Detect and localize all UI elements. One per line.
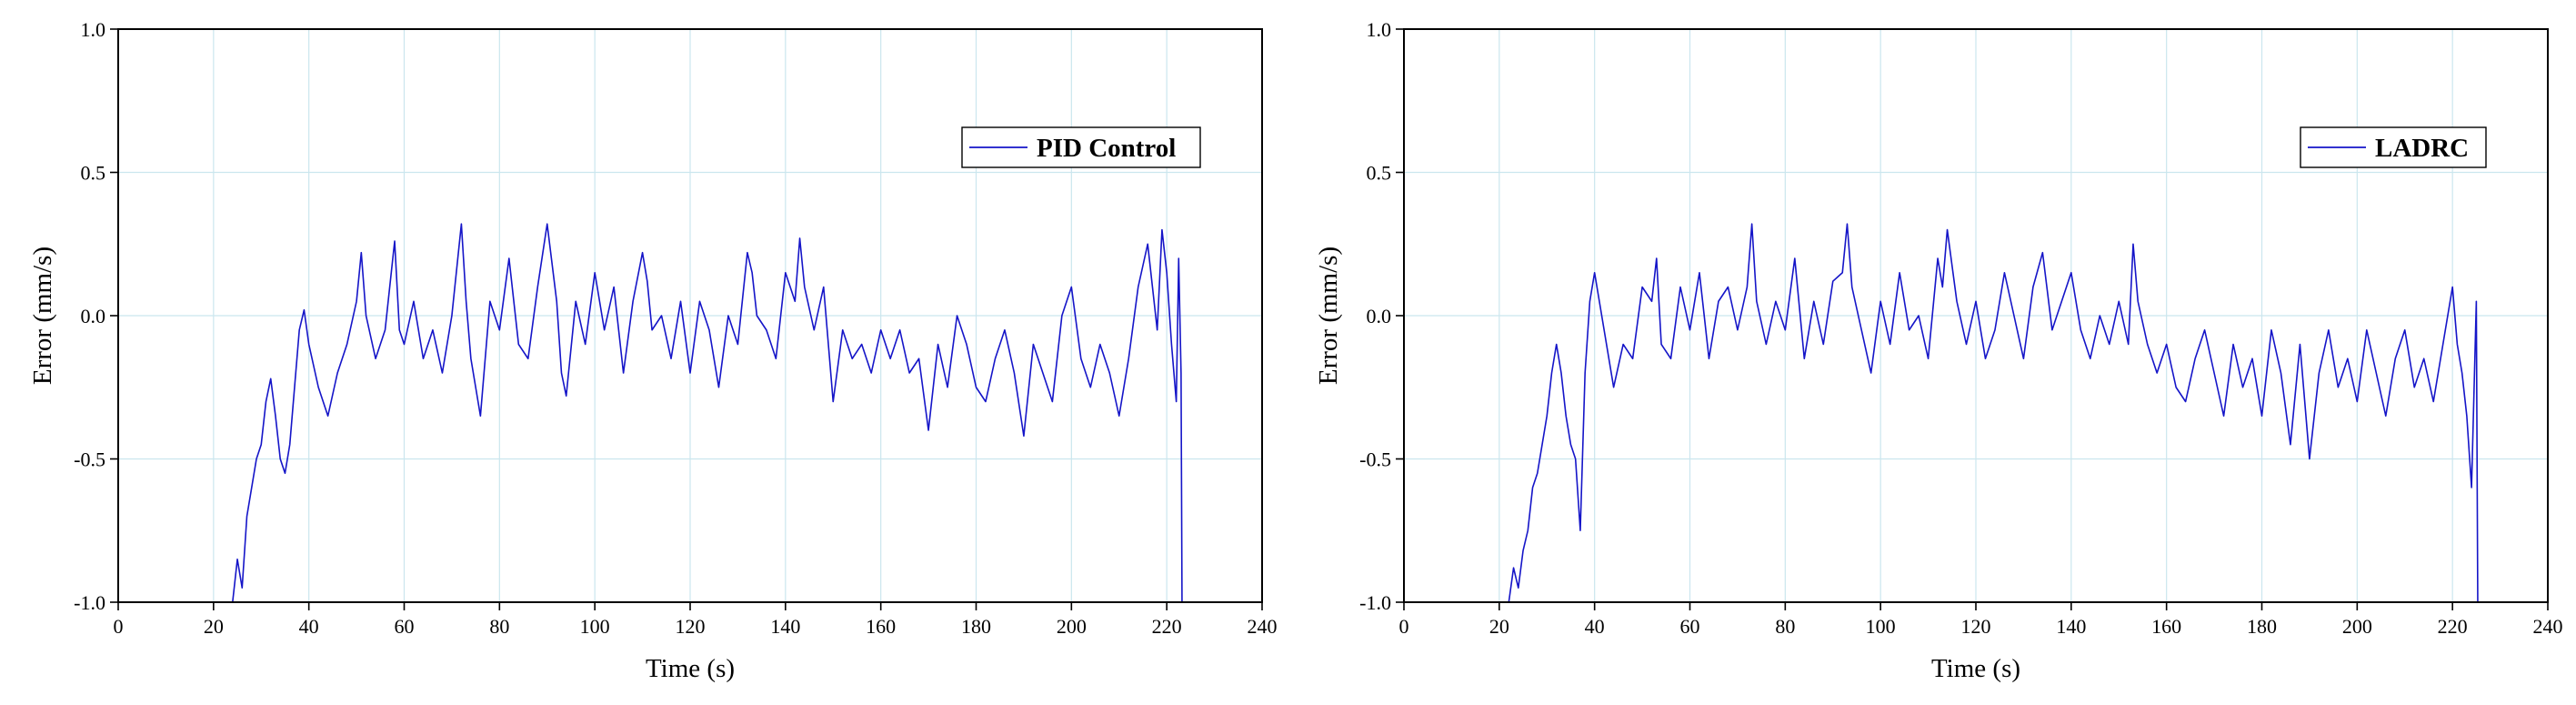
x-tick-label: 140 [2056,615,2086,638]
x-tick-label: 120 [676,615,706,638]
x-axis-title: Time (s) [646,654,735,683]
x-tick-label: 140 [770,615,800,638]
y-axis-title: Error (mm/s) [1314,247,1343,385]
x-tick-label: 80 [1775,615,1795,638]
chart-panel-1: 0 20 40 60 80 100 120 140 160 180 200 220 240 -1.0 -0.… [28,18,1278,683]
x-tick-label: 0 [114,615,124,638]
y-tick-label: 0.5 [1367,162,1392,185]
x-tick-label: 160 [866,615,896,638]
y-tick-label: 1.0 [1367,18,1392,41]
x-tick-label: 20 [204,615,224,638]
x-tick-label: 240 [1248,615,1278,638]
y-tick-label: 0.0 [1367,305,1392,327]
series-line-1 [232,223,1183,603]
y-tick-label: -1.0 [1359,591,1391,614]
x-tick-label: 200 [2342,615,2372,638]
y-tick-label: -1.0 [74,591,105,614]
x-axis-title: Time (s) [1931,654,2020,683]
y-axis-title: Error (mm/s) [28,247,57,385]
series-line-2 [1508,223,2479,603]
x-tick-label: 40 [1585,615,1605,638]
y-tick-label: -0.5 [74,448,105,471]
legend-label: PID Control [1037,134,1176,163]
x-tick-label: 200 [1057,615,1087,638]
y-tick-label: 0.0 [81,305,106,327]
x-tick-label: 180 [961,615,991,638]
x-tick-label: 60 [1680,615,1700,638]
x-tick-label: 40 [299,615,319,638]
y-tick-label: 0.5 [81,162,106,185]
x-tick-label: 100 [1866,615,1896,638]
x-tick-label: 180 [2247,615,2277,638]
legend: PID Control [961,126,1201,168]
x-tick-label: 220 [2438,615,2468,638]
y-tick-label: -0.5 [1359,448,1391,471]
x-tick-label: 160 [2151,615,2181,638]
x-tick-label: 120 [1961,615,1991,638]
legend: LADRC [2300,126,2487,168]
chart-panel-2: 0 20 40 60 80 100 120 140 160 180 200 220 240 -1.0 -0.… [1314,18,2563,683]
x-tick-label: 20 [1489,615,1509,638]
y-tick-label: 1.0 [81,18,106,41]
x-tick-label: 0 [1399,615,1409,638]
x-tick-label: 240 [2533,615,2563,638]
x-tick-label: 60 [395,615,415,638]
x-tick-label: 220 [1152,615,1182,638]
legend-label: LADRC [2375,134,2469,163]
x-tick-label: 80 [489,615,509,638]
x-tick-label: 100 [580,615,610,638]
